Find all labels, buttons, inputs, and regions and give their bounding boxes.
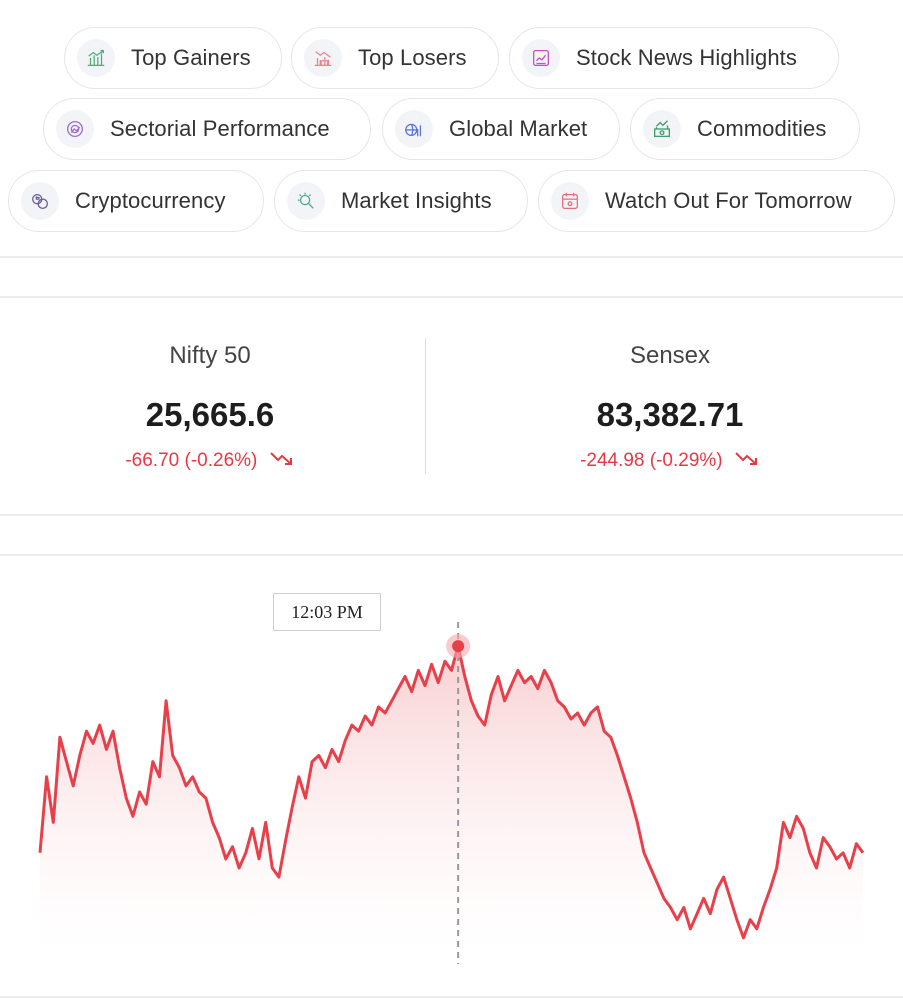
chip-global-market[interactable]: Global Market	[382, 98, 620, 160]
chart-series-line	[38, 644, 865, 940]
chip-stock-news[interactable]: Stock News Highlights	[509, 27, 839, 89]
chip-label: Top Gainers	[131, 45, 251, 70]
trend-down-icon	[269, 450, 295, 472]
news-icon	[522, 39, 560, 77]
chip-market-insights[interactable]: Market Insights	[274, 170, 528, 232]
global-market-icon	[395, 110, 433, 148]
chart-area-fill	[40, 646, 863, 951]
index-name: Sensex	[629, 342, 711, 369]
chip-sectorial-performance[interactable]: Sectorial Performance	[43, 98, 371, 160]
insights-icon	[287, 182, 325, 220]
chip-label: Market Insights	[341, 188, 492, 213]
calendar-icon	[551, 182, 589, 220]
index-value: 25,665.6	[145, 396, 275, 433]
index-name: Nifty 50	[169, 342, 251, 369]
chip-label: Top Losers	[358, 45, 467, 70]
index-card-sensex[interactable]: Sensex 83,382.71 -244.98 (-0.29%)	[460, 298, 880, 514]
index-change: -66.70 (-0.26%)	[0, 450, 420, 472]
crypto-icon	[21, 182, 59, 220]
chip-cryptocurrency[interactable]: Cryptocurrency	[8, 170, 264, 232]
chip-label: Sectorial Performance	[110, 116, 330, 141]
divider	[0, 996, 903, 998]
commodities-icon	[643, 110, 681, 148]
divider	[0, 554, 903, 556]
chart-tooltip: 12:03 PM	[273, 593, 381, 631]
chip-label: Cryptocurrency	[75, 188, 226, 213]
index-change-text: -244.98 (-0.29%)	[580, 450, 723, 472]
chart-canvas[interactable]	[0, 556, 903, 996]
trend-down-icon	[734, 450, 760, 472]
top-gainers-icon	[77, 39, 115, 77]
index-change-text: -66.70 (-0.26%)	[125, 450, 258, 472]
chip-label: Watch Out For Tomorrow	[605, 188, 852, 213]
divider	[0, 296, 903, 298]
top-losers-icon	[304, 39, 342, 77]
chip-label: Global Market	[449, 116, 588, 141]
chip-top-losers[interactable]: Top Losers	[291, 27, 499, 89]
chip-top-gainers[interactable]: Top Gainers	[64, 27, 282, 89]
divider	[0, 514, 903, 516]
divider	[0, 256, 903, 258]
sector-icon	[56, 110, 94, 148]
index-separator	[425, 338, 426, 474]
intraday-chart[interactable]: 12:03 PM	[0, 556, 903, 996]
index-summary: Nifty 50 25,665.6 -66.70 (-0.26%) Sensex…	[0, 298, 903, 514]
index-change: -244.98 (-0.29%)	[460, 450, 880, 472]
tooltip-time: 12:03 PM	[291, 601, 363, 622]
chip-label: Stock News Highlights	[576, 45, 797, 70]
quick-links: Top Gainers Top Losers Stock News Highli…	[0, 0, 903, 258]
index-card-nifty[interactable]: Nifty 50 25,665.6 -66.70 (-0.26%)	[0, 298, 420, 514]
hover-point	[452, 640, 465, 653]
chip-label: Commodities	[697, 116, 827, 141]
index-value: 83,382.71	[596, 396, 744, 433]
chip-commodities[interactable]: Commodities	[630, 98, 860, 160]
chip-watch-out-tomorrow[interactable]: Watch Out For Tomorrow	[538, 170, 895, 232]
